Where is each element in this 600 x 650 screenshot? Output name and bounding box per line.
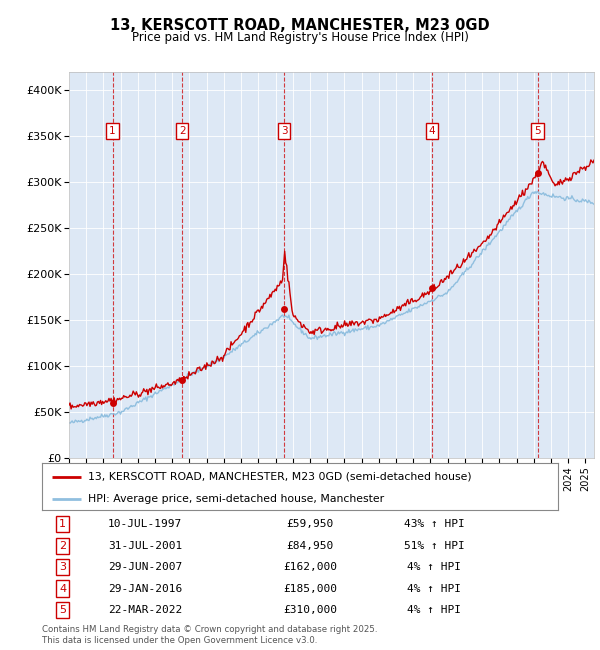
- Text: Price paid vs. HM Land Registry's House Price Index (HPI): Price paid vs. HM Land Registry's House …: [131, 31, 469, 44]
- Text: £162,000: £162,000: [283, 562, 337, 572]
- Text: £185,000: £185,000: [283, 584, 337, 593]
- Text: 22-MAR-2022: 22-MAR-2022: [108, 605, 182, 615]
- Text: £84,950: £84,950: [287, 541, 334, 551]
- Text: 1: 1: [109, 126, 116, 136]
- Text: 4% ↑ HPI: 4% ↑ HPI: [407, 605, 461, 615]
- Text: 10-JUL-1997: 10-JUL-1997: [108, 519, 182, 529]
- Text: 5: 5: [534, 126, 541, 136]
- Text: 4% ↑ HPI: 4% ↑ HPI: [407, 584, 461, 593]
- Text: 1: 1: [59, 519, 66, 529]
- Text: £310,000: £310,000: [283, 605, 337, 615]
- Text: 2: 2: [59, 541, 66, 551]
- Text: 4: 4: [59, 584, 66, 593]
- Text: 29-JAN-2016: 29-JAN-2016: [108, 584, 182, 593]
- Text: 2: 2: [179, 126, 185, 136]
- Text: 13, KERSCOTT ROAD, MANCHESTER, M23 0GD (semi-detached house): 13, KERSCOTT ROAD, MANCHESTER, M23 0GD (…: [88, 471, 472, 482]
- Text: 5: 5: [59, 605, 66, 615]
- Text: HPI: Average price, semi-detached house, Manchester: HPI: Average price, semi-detached house,…: [88, 493, 385, 504]
- Text: 13, KERSCOTT ROAD, MANCHESTER, M23 0GD: 13, KERSCOTT ROAD, MANCHESTER, M23 0GD: [110, 18, 490, 33]
- Text: 43% ↑ HPI: 43% ↑ HPI: [404, 519, 464, 529]
- Text: 3: 3: [281, 126, 287, 136]
- Text: 4% ↑ HPI: 4% ↑ HPI: [407, 562, 461, 572]
- Text: 3: 3: [59, 562, 66, 572]
- Text: 29-JUN-2007: 29-JUN-2007: [108, 562, 182, 572]
- Text: £59,950: £59,950: [287, 519, 334, 529]
- Text: 4: 4: [428, 126, 435, 136]
- Text: Contains HM Land Registry data © Crown copyright and database right 2025.
This d: Contains HM Land Registry data © Crown c…: [42, 625, 377, 645]
- Text: 51% ↑ HPI: 51% ↑ HPI: [404, 541, 464, 551]
- Text: 31-JUL-2001: 31-JUL-2001: [108, 541, 182, 551]
